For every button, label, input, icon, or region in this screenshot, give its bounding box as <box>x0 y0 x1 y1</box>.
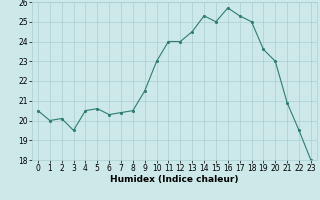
X-axis label: Humidex (Indice chaleur): Humidex (Indice chaleur) <box>110 175 239 184</box>
